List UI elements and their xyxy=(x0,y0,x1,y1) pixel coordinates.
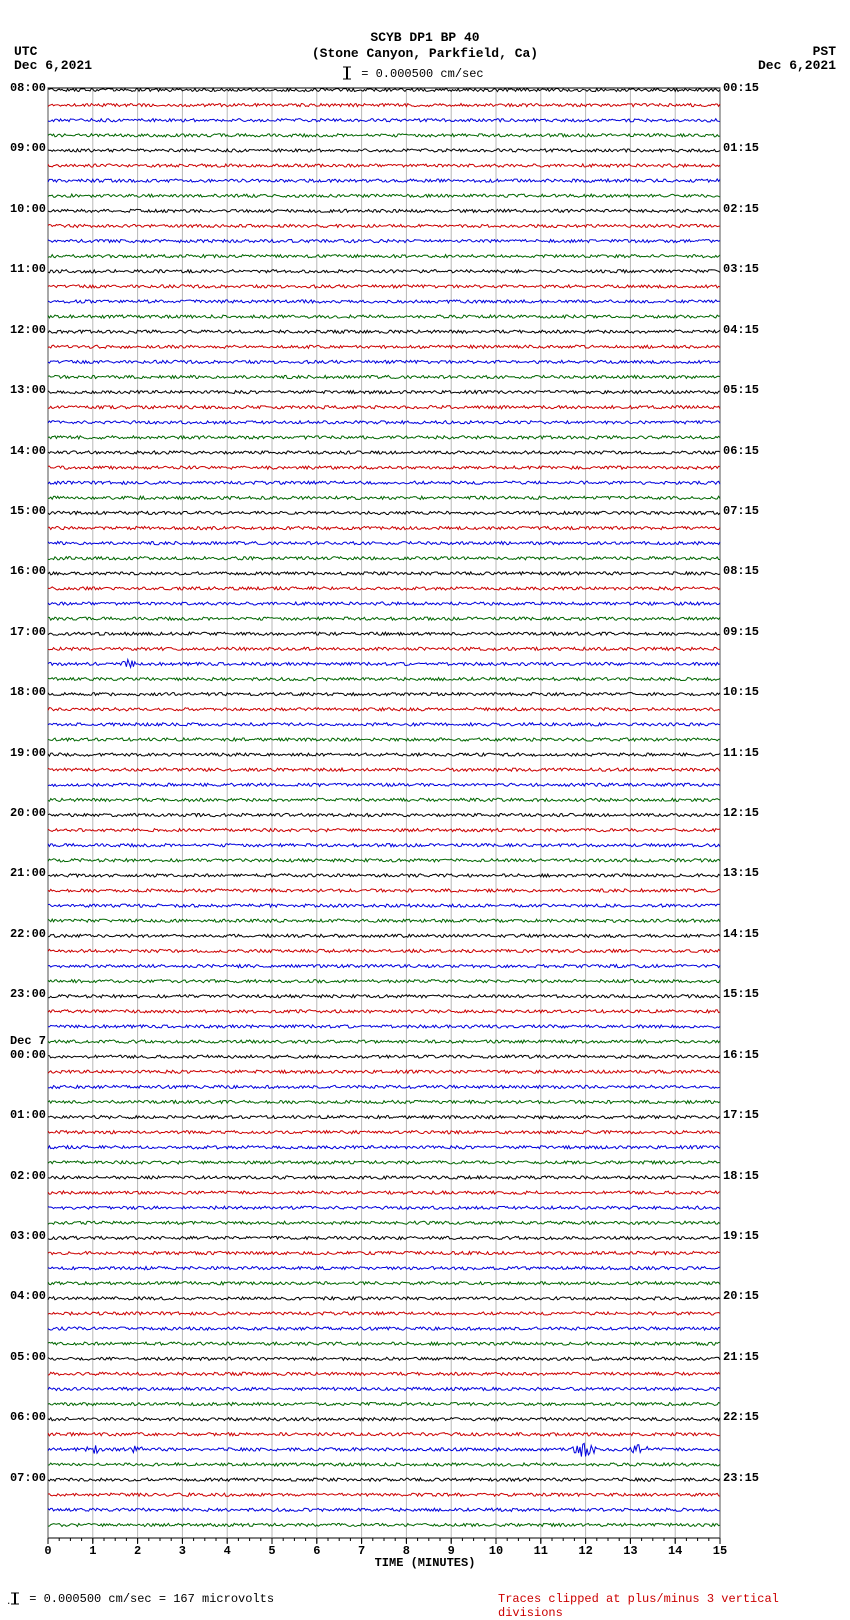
x-tick-label: 1 xyxy=(89,1544,96,1558)
x-tick-label: 5 xyxy=(268,1544,275,1558)
right-hour-label: 02:15 xyxy=(723,202,759,216)
x-tick-label: 10 xyxy=(489,1544,503,1558)
left-hour-label: 05:00 xyxy=(10,1350,46,1364)
x-tick-label: 14 xyxy=(668,1544,682,1558)
right-hour-label: 00:15 xyxy=(723,81,759,95)
left-hour-label: 03:00 xyxy=(10,1229,46,1243)
left-hour-label: 00:00 xyxy=(10,1048,46,1062)
left-hour-label: 01:00 xyxy=(10,1108,46,1122)
left-hour-label: 09:00 xyxy=(10,141,46,155)
left-hour-label: 15:00 xyxy=(10,504,46,518)
right-hour-label: 11:15 xyxy=(723,746,759,760)
right-hour-label: 22:15 xyxy=(723,1410,759,1424)
right-hour-label: 12:15 xyxy=(723,806,759,820)
x-tick-label: 12 xyxy=(578,1544,592,1558)
left-hour-label: 17:00 xyxy=(10,625,46,639)
right-hour-label: 10:15 xyxy=(723,685,759,699)
x-tick-label: 7 xyxy=(358,1544,365,1558)
left-hour-label: 23:00 xyxy=(10,987,46,1001)
left-hour-label: 02:00 xyxy=(10,1169,46,1183)
x-tick-label: 3 xyxy=(179,1544,186,1558)
left-hour-label: 04:00 xyxy=(10,1289,46,1303)
right-hour-label: 03:15 xyxy=(723,262,759,276)
right-hour-label: 05:15 xyxy=(723,383,759,397)
right-hour-label: 18:15 xyxy=(723,1169,759,1183)
x-tick-label: 0 xyxy=(44,1544,51,1558)
left-hour-label: 10:00 xyxy=(10,202,46,216)
right-hour-label: 06:15 xyxy=(723,444,759,458)
left-hour-label: 08:00 xyxy=(10,81,46,95)
footer-right: Traces clipped at plus/minus 3 vertical … xyxy=(498,1592,850,1620)
x-axis-title: TIME (MINUTES) xyxy=(375,1556,476,1570)
x-tick-label: 15 xyxy=(713,1544,727,1558)
x-tick-label: 6 xyxy=(313,1544,320,1558)
left-hour-label: 07:00 xyxy=(10,1471,46,1485)
left-hour-label: 12:00 xyxy=(10,323,46,337)
left-hour-label: 20:00 xyxy=(10,806,46,820)
right-hour-label: 16:15 xyxy=(723,1048,759,1062)
svg-text:.: . xyxy=(6,1597,11,1606)
left-hour-label: 18:00 xyxy=(10,685,46,699)
right-hour-label: 07:15 xyxy=(723,504,759,518)
left-hour-label: 19:00 xyxy=(10,746,46,760)
right-hour-label: 20:15 xyxy=(723,1289,759,1303)
left-hour-label: 14:00 xyxy=(10,444,46,458)
right-hour-label: 09:15 xyxy=(723,625,759,639)
x-tick-label: 13 xyxy=(623,1544,637,1558)
right-hour-label: 13:15 xyxy=(723,866,759,880)
right-hour-label: 17:15 xyxy=(723,1108,759,1122)
x-tick-label: 2 xyxy=(134,1544,141,1558)
right-hour-label: 15:15 xyxy=(723,987,759,1001)
right-hour-label: 19:15 xyxy=(723,1229,759,1243)
x-tick-label: 11 xyxy=(534,1544,548,1558)
left-hour-label: 16:00 xyxy=(10,564,46,578)
left-hour-label: 06:00 xyxy=(10,1410,46,1424)
left-hour-label: 22:00 xyxy=(10,927,46,941)
second-day-label: Dec 7 xyxy=(10,1034,46,1048)
x-tick-label: 4 xyxy=(224,1544,231,1558)
footer-left: . = 0.000500 cm/sec = 167 microvolts xyxy=(6,1592,274,1606)
left-hour-label: 11:00 xyxy=(10,262,46,276)
right-hour-label: 23:15 xyxy=(723,1471,759,1485)
left-hour-label: 13:00 xyxy=(10,383,46,397)
right-hour-label: 14:15 xyxy=(723,927,759,941)
right-hour-label: 21:15 xyxy=(723,1350,759,1364)
right-hour-label: 04:15 xyxy=(723,323,759,337)
right-hour-label: 08:15 xyxy=(723,564,759,578)
right-hour-label: 01:15 xyxy=(723,141,759,155)
left-hour-label: 21:00 xyxy=(10,866,46,880)
